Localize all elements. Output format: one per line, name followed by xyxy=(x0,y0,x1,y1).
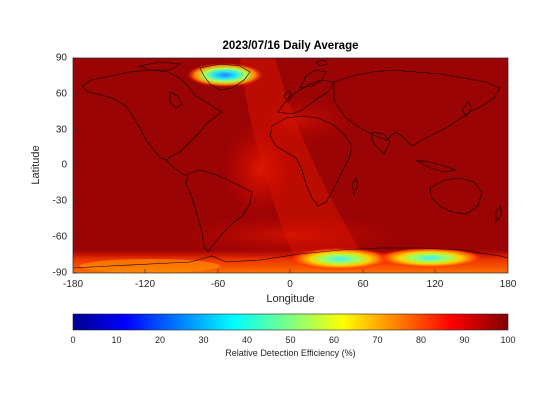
australia-outline xyxy=(429,177,483,215)
x-tick-label: 180 xyxy=(499,279,517,290)
africa-outline xyxy=(269,115,353,207)
x-tick-label: 0 xyxy=(287,279,293,290)
y-axis-label: Latitude xyxy=(30,145,42,185)
colorbar-tick-label: 80 xyxy=(415,335,427,345)
central-america-outline xyxy=(165,159,187,177)
asia-outline xyxy=(333,69,501,147)
greenland-outline xyxy=(199,63,251,91)
antarctic-low-region-east xyxy=(378,248,482,268)
plot-frame xyxy=(72,57,509,274)
india-outline xyxy=(371,131,391,155)
y-tick-label: 30 xyxy=(55,124,67,136)
colorbar-tick-label: 90 xyxy=(459,335,470,345)
colorbar-tick-label: 100 xyxy=(500,335,516,345)
colorbar-tick-label: 50 xyxy=(285,335,296,345)
colorbar-label: Relative Detection Efficiency (%) xyxy=(225,348,356,358)
y-tick-label: 60 xyxy=(55,88,67,100)
indonesia-outline xyxy=(415,159,457,173)
y-tick-label: -90 xyxy=(52,267,67,279)
y-tick-label: -60 xyxy=(52,231,67,243)
africa-hot-region xyxy=(245,95,355,145)
south-america-outline xyxy=(185,169,253,253)
x-tick-label: -60 xyxy=(210,279,226,290)
colorbar-tick-label: 70 xyxy=(372,335,383,345)
colorbar xyxy=(72,313,509,331)
colorbar-tick-label: 30 xyxy=(198,335,209,345)
x-tick-label: 120 xyxy=(426,279,444,290)
colorbar-tick-label: 20 xyxy=(154,335,166,345)
antarctic-edge-yellow xyxy=(80,259,220,273)
madagascar-outline xyxy=(351,177,359,195)
y-tick-label: 0 xyxy=(61,159,67,171)
x-tick-label: -120 xyxy=(134,279,156,290)
y-tick-label: -30 xyxy=(52,195,67,207)
antarctica-outline xyxy=(73,247,508,269)
plot-area xyxy=(73,58,508,273)
japan-outline xyxy=(461,101,473,117)
north-america-outline xyxy=(81,69,223,161)
uk-outline xyxy=(283,89,293,103)
x-tick-label: 60 xyxy=(357,279,369,290)
coastlines xyxy=(73,59,508,269)
map-title: 2023/07/16 Daily Average xyxy=(222,40,359,52)
southern-ocean-hot xyxy=(170,213,410,257)
colorbar-tick-label: 60 xyxy=(328,335,340,345)
antarctic-low-region-west xyxy=(290,248,390,270)
axis-ticks xyxy=(73,57,436,274)
new-zealand-outline xyxy=(495,205,503,223)
hudson-bay-outline xyxy=(169,91,183,109)
arctic-islands-outline xyxy=(138,61,181,71)
brazil-hot-region xyxy=(220,120,300,220)
greenland-low-region xyxy=(187,63,263,87)
colorbar-tick-label: 0 xyxy=(70,335,76,345)
y-tick-label: 90 xyxy=(55,52,67,64)
x-axis-label: Longitude xyxy=(266,293,315,305)
colorbar-tick-label: 10 xyxy=(111,335,122,345)
x-tick-label: -180 xyxy=(62,279,84,290)
svalbard-outline xyxy=(315,59,329,67)
scandinavia-outline xyxy=(299,69,327,89)
colorbar-tick-label: 40 xyxy=(241,335,253,345)
